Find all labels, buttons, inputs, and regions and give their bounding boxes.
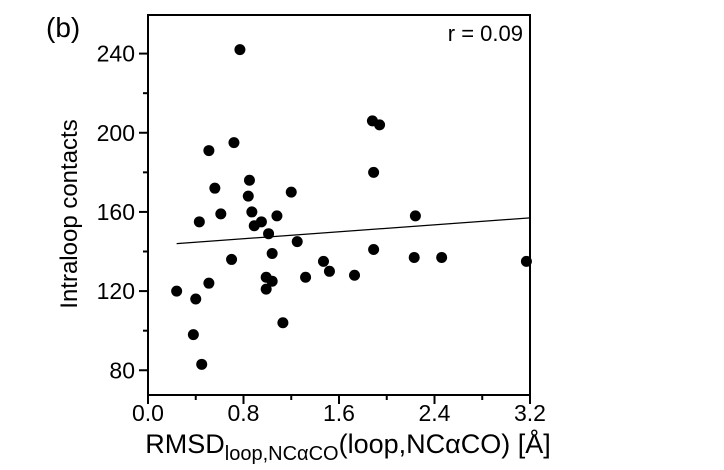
y-tick-label: 120	[97, 278, 135, 304]
data-point	[242, 190, 254, 202]
data-point	[266, 275, 278, 287]
y-tick-label: 160	[97, 199, 135, 225]
data-point	[317, 255, 329, 267]
data-point	[243, 174, 255, 186]
x-axis-label-subscript: loop,NCαCO	[224, 443, 339, 465]
data-point	[228, 137, 240, 149]
data-point	[234, 44, 246, 56]
data-point	[209, 182, 221, 194]
data-point	[271, 210, 283, 222]
y-axis-label: Intraloop contacts	[56, 119, 83, 309]
data-point	[291, 236, 303, 248]
data-point	[215, 208, 227, 220]
data-point	[203, 145, 215, 157]
y-tick-label: 80	[109, 357, 135, 383]
data-point	[203, 277, 215, 289]
x-axis-label-main: RMSD	[145, 429, 225, 459]
data-point	[368, 166, 380, 178]
data-point	[171, 285, 183, 297]
data-point	[196, 358, 208, 370]
data-point	[323, 265, 335, 277]
data-point	[300, 271, 312, 283]
y-tick-label: 240	[97, 41, 135, 67]
x-tick-label: 2.4	[419, 400, 451, 426]
data-point	[277, 317, 289, 329]
fit-line	[176, 217, 531, 245]
data-point	[266, 247, 278, 259]
data-point	[190, 293, 202, 305]
data-point	[409, 210, 421, 222]
data-point	[248, 220, 260, 232]
data-point	[408, 251, 420, 263]
correlation-coefficient-label: r = 0.09	[447, 21, 523, 46]
plot-frame	[147, 14, 531, 396]
x-tick-label: 0.8	[228, 400, 260, 426]
data-point	[436, 251, 448, 263]
x-axis-label-rest: (loop,NCαCO) [Å]	[338, 429, 551, 459]
data-point	[368, 244, 380, 256]
data-point	[246, 206, 258, 218]
data-point	[193, 216, 205, 228]
data-point	[187, 329, 199, 341]
data-point	[263, 228, 275, 240]
y-tick-label: 200	[97, 120, 135, 146]
x-tick-label: 0.0	[132, 400, 164, 426]
panel-label: (b)	[46, 12, 81, 43]
data-point	[374, 119, 386, 131]
data-point	[285, 186, 297, 198]
x-tick-label: 3.2	[514, 400, 546, 426]
data-point	[349, 269, 361, 281]
x-axis-label: RMSDloop,NCαCO(loop,NCαCO) [Å]	[145, 429, 551, 465]
data-point	[520, 255, 532, 267]
x-tick-label: 1.6	[323, 400, 355, 426]
data-point	[260, 283, 272, 295]
data-point	[226, 253, 238, 265]
